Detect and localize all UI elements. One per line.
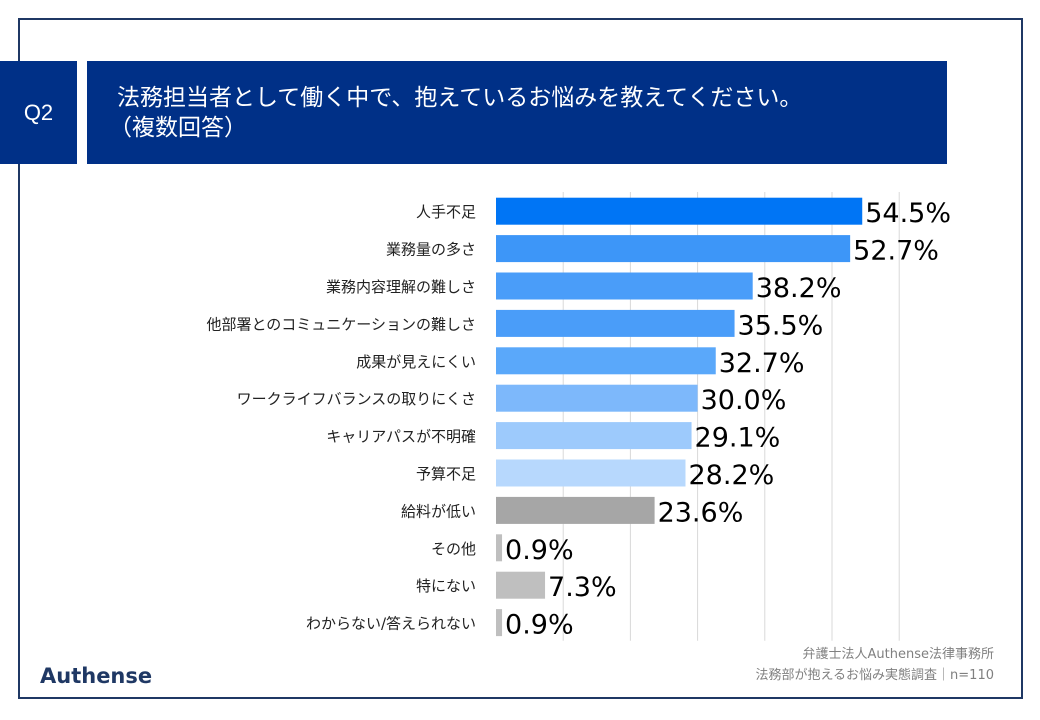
data-label: 7.3% [548,572,617,603]
data-label: 0.9% [505,535,574,566]
data-label: 28.2% [689,460,775,491]
chart-frame [18,18,1023,699]
question-number: Q2 [0,61,77,164]
bar [496,571,546,599]
category-label: 予算不足 [416,465,476,483]
data-label: 54.5% [865,198,951,229]
data-label: 30.0% [701,385,787,416]
bar [496,496,655,524]
bar [496,347,716,375]
bar [496,235,851,263]
bar [496,309,735,337]
category-label: わからない/答えられない [306,615,476,633]
data-label: 29.1% [695,423,781,454]
category-label: 人手不足 [416,203,476,221]
data-label: 23.6% [658,497,744,528]
bar [496,197,863,225]
credit-line-1: 弁護士法人Authense法律事務所 [802,647,994,662]
category-label: 他部署とのコミュニケーションの難しさ [206,315,476,333]
category-label: 給料が低い [401,502,476,520]
data-label: 52.7% [853,236,939,267]
bar [496,384,698,412]
category-label: 特にない [416,577,476,595]
question-title: 法務担当者として働く中で、抱えているお悩みを教えてください。 （複数回答） [87,61,947,164]
category-label: 業務量の多さ [386,241,476,259]
data-label: 35.5% [738,310,824,341]
bar [496,609,503,637]
title-line-2: （複数回答） [109,115,247,141]
category-label: 成果が見えにくい [356,353,476,371]
bar [496,422,692,450]
category-label: その他 [431,540,476,558]
bar [496,272,753,300]
category-label: ワークライフバランスの取りにくさ [237,390,476,408]
credit: 弁護士法人Authense法律事務所 法務部が抱えるお悩み実態調査｜n=110 [755,644,994,686]
credit-line-2: 法務部が抱えるお悩み実態調査｜n=110 [755,668,994,683]
bar [496,459,686,487]
authense-logo: Authense [40,664,153,688]
category-label: キャリアパスが不明確 [326,428,476,446]
data-label: 0.9% [505,610,574,641]
data-label: 38.2% [756,273,842,304]
title-line-1: 法務担当者として働く中で、抱えているお悩みを教えてください。 [117,85,803,111]
bar [496,534,503,562]
category-label: 業務内容理解の難しさ [326,278,476,296]
data-label: 32.7% [719,348,805,379]
